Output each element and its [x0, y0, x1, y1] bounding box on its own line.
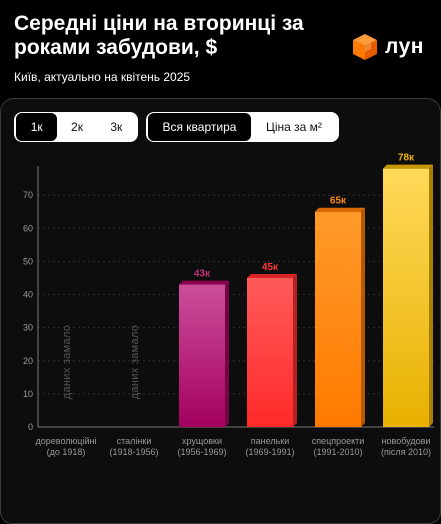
- x-category-label: спецпроекти: [312, 436, 365, 446]
- bar-side: [429, 164, 433, 427]
- bar-side: [361, 207, 365, 427]
- mode-option-per-sqm[interactable]: Ціна за м²: [265, 120, 322, 134]
- x-category-label: сталінки: [117, 436, 152, 446]
- x-category-label: хрущовки: [182, 436, 222, 446]
- page-title: Середні ціни на вторинці за роками забуд…: [14, 12, 304, 59]
- x-category-label: новобудови: [382, 436, 431, 446]
- mode-option-whole[interactable]: Вся квартира: [148, 113, 251, 141]
- y-tick-label: 60: [23, 223, 33, 233]
- x-category-label: дореволюційні: [36, 436, 97, 446]
- bar: [315, 211, 361, 427]
- bar-top: [179, 280, 229, 285]
- bar-top: [315, 207, 365, 212]
- header: Середні ціни на вторинці за роками забуд…: [0, 0, 441, 98]
- y-tick-label: 30: [23, 323, 33, 333]
- bar-value-label: 65к: [330, 196, 347, 207]
- y-tick-label: 70: [23, 190, 33, 200]
- bar: [247, 277, 293, 427]
- bar: [179, 284, 225, 427]
- rooms-selector: 1к 2к 3к: [14, 112, 138, 142]
- y-tick-label: 40: [23, 290, 33, 300]
- bar-top: [383, 164, 433, 169]
- bar-side: [225, 280, 229, 427]
- x-category-period: (1956-1969): [177, 447, 226, 457]
- bar-value-label: 43к: [194, 269, 211, 280]
- insufficient-data-label: даних замало: [61, 325, 73, 399]
- x-category-label: панельки: [251, 436, 289, 446]
- x-category-period: (після 2010): [381, 447, 431, 457]
- insufficient-data-label: даних замало: [129, 325, 141, 399]
- x-category-period: (1918-1956): [109, 447, 158, 457]
- y-tick-label: 20: [23, 356, 33, 366]
- x-category-period: (до 1918): [47, 447, 86, 457]
- x-category-period: (1991-2010): [313, 447, 362, 457]
- rooms-option-2k[interactable]: 2к: [71, 120, 83, 134]
- y-tick-label: 0: [28, 422, 33, 432]
- logo[interactable]: лун: [352, 33, 424, 61]
- x-category-period: (1969-1991): [245, 447, 294, 457]
- mode-selector: Вся квартира Ціна за м²: [146, 112, 339, 142]
- bar-value-label: 78к: [398, 153, 415, 164]
- y-tick-label: 50: [23, 256, 33, 266]
- logo-text: лун: [385, 35, 424, 58]
- rooms-option-1k[interactable]: 1к: [16, 113, 58, 141]
- bar-top: [247, 273, 297, 278]
- bar: [383, 168, 429, 427]
- page-subtitle: Київ, актуально на квітень 2025: [14, 70, 191, 84]
- orange-cube-icon: [353, 34, 377, 60]
- bar-value-label: 45к: [262, 262, 279, 273]
- rooms-option-3k[interactable]: 3к: [110, 120, 123, 134]
- y-tick-label: 10: [23, 389, 33, 399]
- bar-side: [293, 273, 297, 427]
